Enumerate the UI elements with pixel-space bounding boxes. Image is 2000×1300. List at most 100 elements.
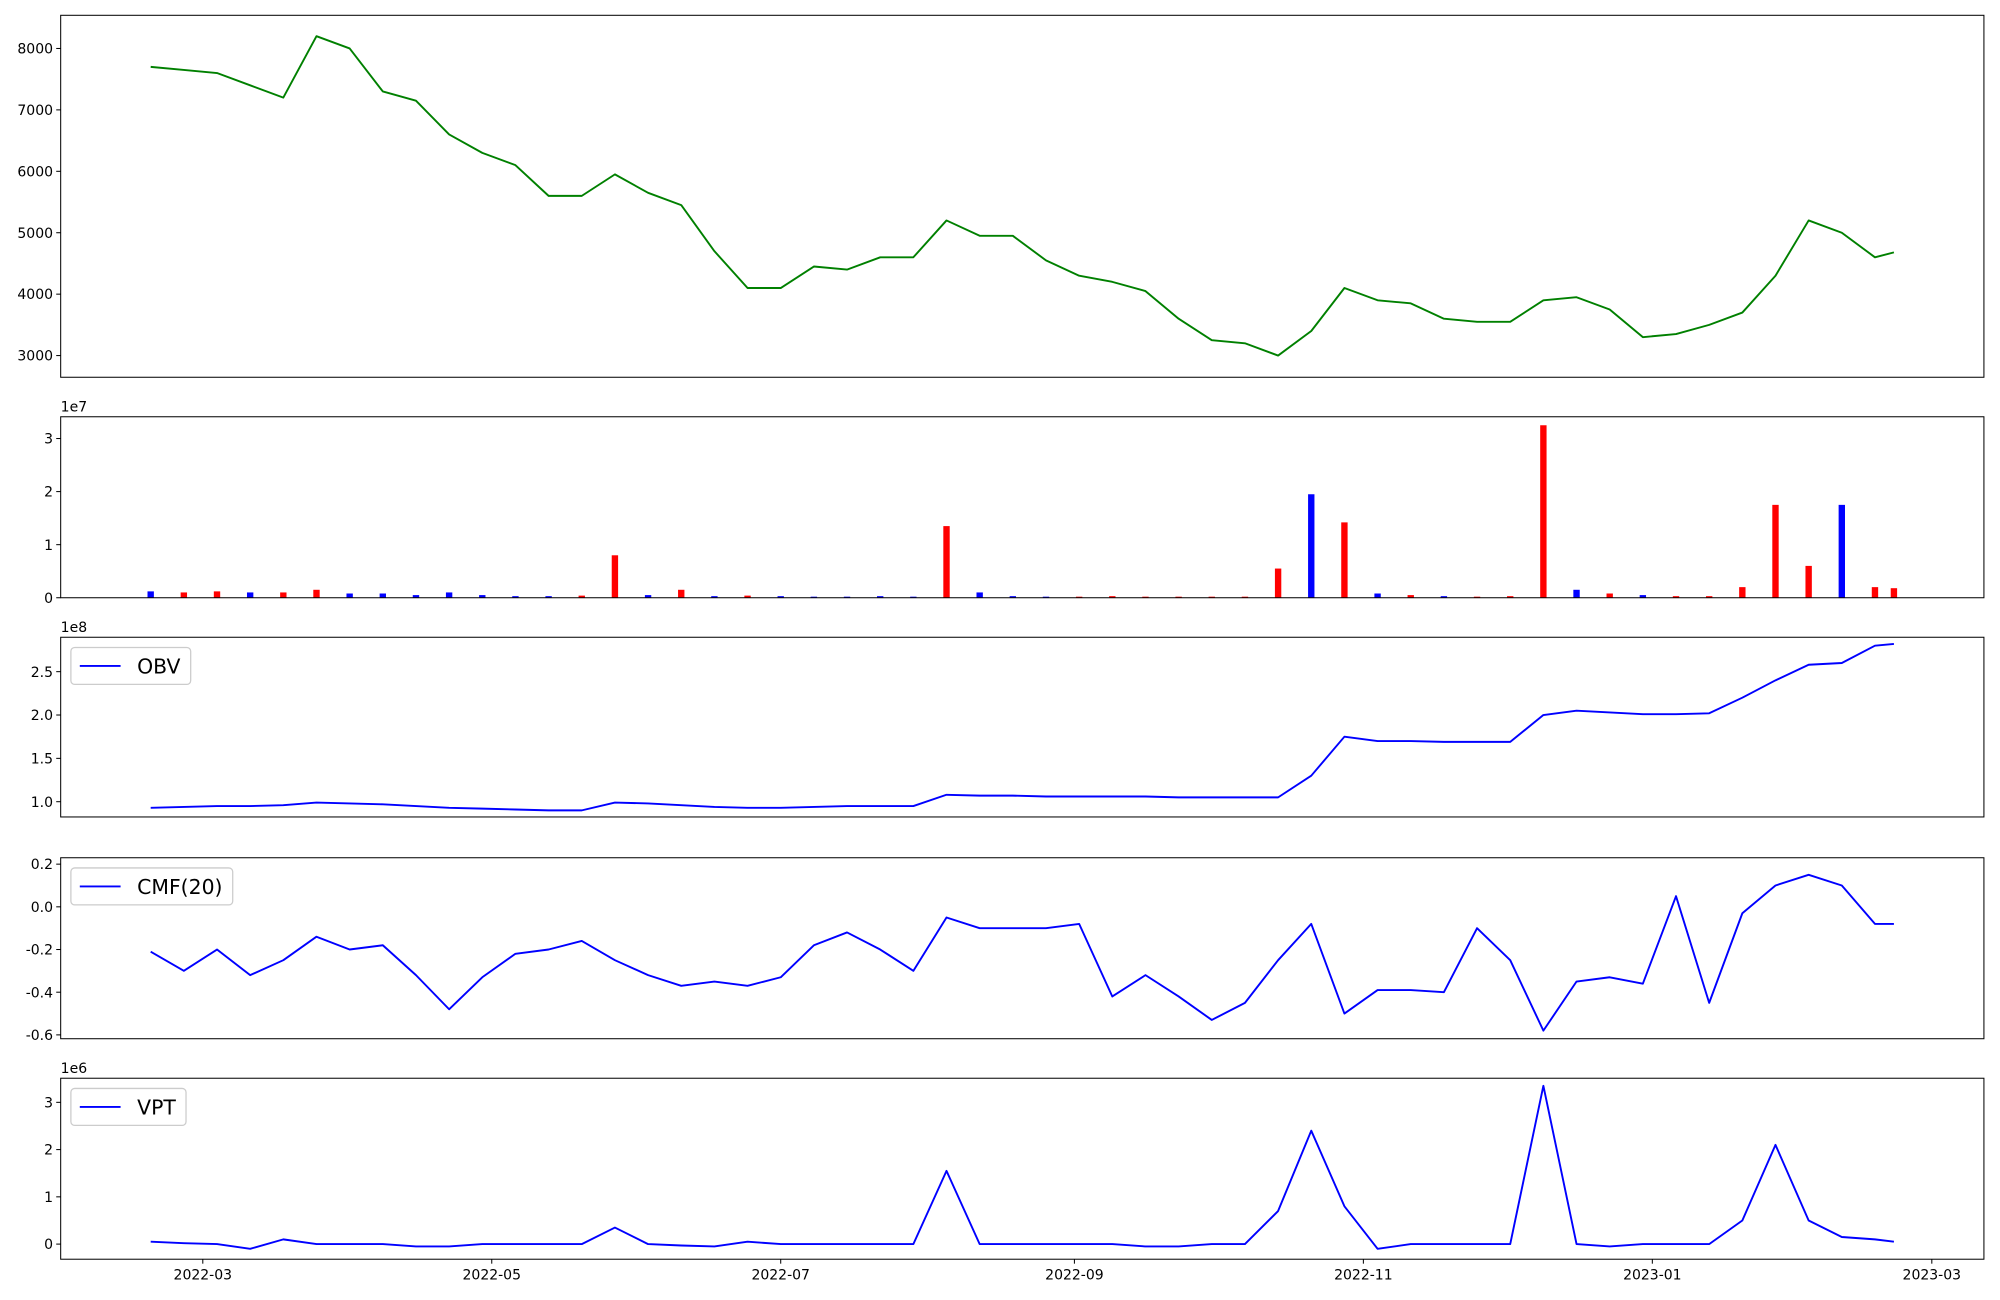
bar — [711, 596, 718, 598]
bar — [180, 592, 188, 598]
bar — [1308, 494, 1315, 598]
bar — [943, 526, 950, 598]
y-tick-label: 4000 — [17, 287, 53, 303]
line-series — [150, 642, 1895, 812]
x-tick-label: 2023-01 — [1623, 1268, 1682, 1284]
panel: 0 1 2 3 1e7 — [44, 400, 1985, 607]
x-tick-label: 2022-07 — [751, 1268, 810, 1284]
bar — [280, 592, 287, 598]
y-tick-label: -0.2 — [26, 943, 53, 959]
line-series — [150, 35, 1895, 357]
y-tick-label: 8000 — [17, 42, 53, 58]
legend-frame — [70, 1087, 187, 1127]
axis-offset-label: 1e8 — [61, 620, 87, 636]
bar — [213, 591, 221, 598]
x-tick-label: 2022-05 — [463, 1268, 522, 1284]
bar — [346, 593, 353, 598]
bar — [1208, 596, 1215, 598]
bar — [1805, 565, 1812, 598]
y-tick-label: 3 — [44, 1095, 53, 1111]
x-tick-label: 2022-11 — [1334, 1268, 1393, 1284]
bar — [545, 596, 552, 598]
bar — [1639, 595, 1647, 598]
y-tick-label: 6000 — [17, 164, 53, 180]
bar — [678, 589, 685, 598]
panel: -0.6 -0.4 -0.2 0.0 0.2 CMF(20) — [26, 857, 1985, 1044]
y-tick-label: 0 — [44, 591, 53, 607]
bar — [512, 596, 519, 598]
y-tick-label: -0.6 — [26, 1028, 53, 1044]
y-tick-label: 7000 — [17, 103, 53, 119]
bar — [1507, 596, 1514, 598]
bar — [611, 555, 619, 598]
bar — [1241, 596, 1249, 598]
bar — [445, 592, 453, 598]
line-series — [150, 1084, 1895, 1250]
legend-frame — [70, 646, 192, 686]
bar — [1772, 504, 1779, 598]
bar — [246, 592, 254, 598]
bar — [777, 596, 784, 598]
bar — [843, 596, 851, 598]
bar — [910, 596, 917, 598]
y-tick-label: 3000 — [17, 349, 53, 365]
bar — [313, 589, 320, 598]
y-tick-label: 0 — [44, 1237, 53, 1253]
bar — [1739, 587, 1746, 598]
bar — [644, 595, 652, 598]
line-series — [150, 873, 1894, 1032]
bar — [1341, 522, 1348, 598]
bar — [1274, 568, 1282, 598]
bar — [1374, 593, 1381, 598]
bar — [147, 591, 154, 598]
legend-frame — [70, 867, 234, 906]
bar — [1540, 425, 1547, 598]
bar — [744, 595, 751, 598]
y-tick-label: 1.5 — [31, 751, 53, 767]
y-tick-label: 2.0 — [31, 708, 53, 724]
legend: OBV — [70, 646, 192, 686]
bar — [379, 593, 386, 598]
panel: 3000 4000 5000 6000 7000 8000 — [17, 14, 1985, 378]
panel: 0 1 2 3 2022-03 2022-05 2022-07 2022-09 2022-11 2… — [44, 1061, 1985, 1284]
bar — [1407, 595, 1414, 598]
y-tick-label: 1.0 — [31, 795, 53, 811]
axes-frame — [60, 14, 1985, 378]
axes-frame — [60, 1077, 1985, 1260]
y-tick-label: 3 — [44, 432, 53, 448]
y-tick-label: -0.4 — [26, 985, 53, 1001]
bar — [1705, 596, 1713, 598]
bar — [412, 595, 420, 598]
y-tick-label: 1 — [44, 1190, 53, 1206]
bar — [976, 592, 983, 598]
panel: 1.0 1.5 2.0 2.5 1e8 OBV — [31, 620, 1985, 818]
legend-label: VPT — [137, 1096, 176, 1120]
bar — [1473, 596, 1481, 598]
bar — [1838, 504, 1845, 598]
legend-label: OBV — [137, 655, 180, 679]
bar — [479, 595, 486, 598]
bar — [1042, 596, 1050, 598]
x-tick-label: 2022-03 — [174, 1268, 232, 1284]
bar — [1573, 589, 1580, 598]
axis-offset-label: 1e6 — [61, 1061, 88, 1077]
axis-offset-label: 1e7 — [61, 400, 87, 416]
bar — [1606, 593, 1613, 598]
bar — [877, 596, 884, 598]
bar — [1440, 596, 1448, 598]
bar — [1109, 596, 1116, 598]
y-tick-label: 2 — [44, 1143, 53, 1159]
x-tick-label: 2022-09 — [1045, 1268, 1104, 1284]
x-tick-label: 2023-03 — [1903, 1268, 1962, 1284]
y-tick-label: 0.2 — [31, 857, 53, 873]
bar — [1142, 596, 1149, 598]
bar — [1672, 596, 1680, 598]
axes-frame — [60, 416, 1985, 599]
y-tick-label: 0.0 — [31, 900, 53, 916]
y-tick-label: 2 — [44, 485, 53, 501]
bar — [810, 596, 818, 598]
legend: VPT — [70, 1087, 187, 1127]
y-tick-label: 1 — [44, 538, 53, 554]
